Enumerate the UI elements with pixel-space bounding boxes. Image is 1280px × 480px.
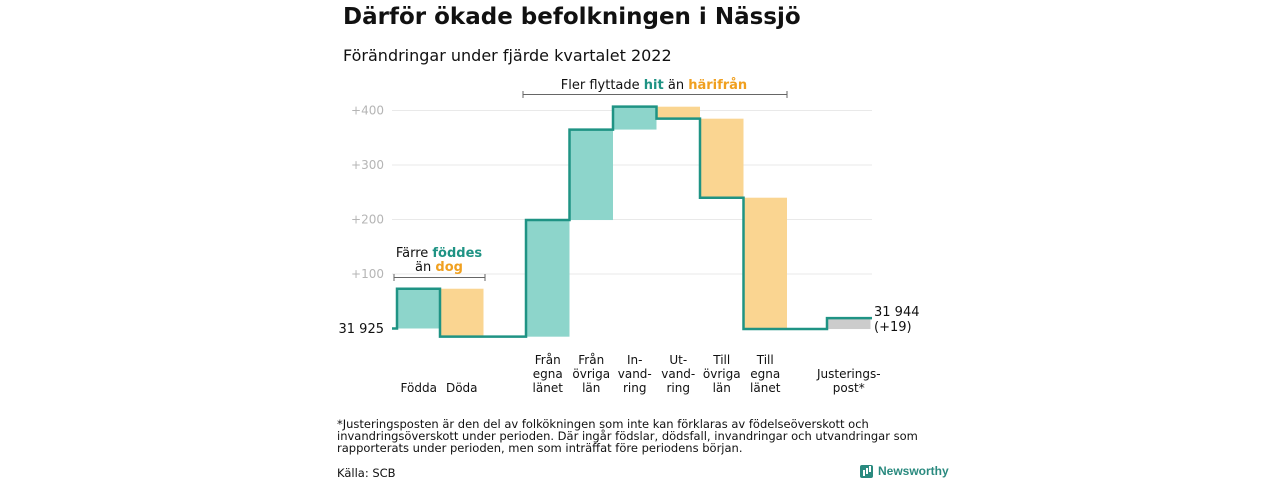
waterfall-bar (827, 318, 871, 330)
category-label: länet (533, 381, 564, 395)
waterfall-bar (700, 118, 744, 198)
category-label: egna (750, 367, 780, 381)
category-label: In- (627, 353, 642, 367)
category-label: övriga (572, 367, 610, 381)
newsworthy-logo-icon (860, 464, 873, 478)
y-tick-label: +300 (351, 158, 384, 172)
category-label: län (713, 381, 731, 395)
category-label: Födda (401, 381, 437, 395)
end-change-label: (+19) (874, 320, 912, 335)
births-annotation-line2: än dog (415, 260, 463, 275)
cumulative-step-line (392, 105, 872, 338)
y-tick-label: +200 (351, 213, 384, 227)
category-label: ring (623, 381, 647, 395)
category-label: egna (533, 367, 563, 381)
y-tick-label: +100 (351, 267, 384, 281)
category-label: Från (535, 353, 561, 367)
category-label: vand- (618, 367, 652, 381)
category-label: länet (750, 381, 781, 395)
category-label: vand- (661, 367, 695, 381)
category-label: post* (833, 381, 865, 395)
category-label: Till (756, 353, 774, 367)
births-annotation-line1: Färre föddes (396, 246, 483, 261)
y-tick-label: +400 (351, 104, 384, 118)
waterfall-bar (526, 220, 570, 337)
source-note: Källa: SCB (337, 466, 396, 480)
newsworthy-logo: Newsworthy (860, 464, 949, 478)
end-value-label: 31 944 (874, 305, 920, 320)
category-label: övriga (703, 367, 741, 381)
waterfall-chart: +100 +200 +300 +400 31 925 31 944(+19) Födda Dö… (339, 78, 920, 395)
newsworthy-logo-text: Newsworthy (878, 464, 949, 478)
chart-title: Därför ökade befolkningen i Nässjö (343, 4, 801, 30)
waterfall-bar (569, 129, 613, 221)
category-label: län (582, 381, 600, 395)
category-label: Justerings- (816, 367, 881, 381)
waterfall-bar (743, 197, 787, 330)
category-label: ring (667, 381, 691, 395)
waterfall-bar (613, 106, 657, 130)
start-value-label: 31 925 (339, 322, 385, 337)
migration-annotation: Fler flyttade hit än härifrån (561, 78, 747, 93)
waterfall-bar (656, 106, 700, 119)
waterfall-bar (397, 288, 441, 329)
category-label: Ut- (669, 353, 687, 367)
category-label: Från (578, 353, 604, 367)
footnote: *Justeringsposten är den del av folkökni… (337, 417, 918, 455)
chart-subtitle: Förändringar under fjärde kvartalet 2022 (343, 46, 672, 65)
category-label: Döda (446, 381, 478, 395)
category-label: Till (712, 353, 730, 367)
waterfall-bar (440, 288, 484, 337)
